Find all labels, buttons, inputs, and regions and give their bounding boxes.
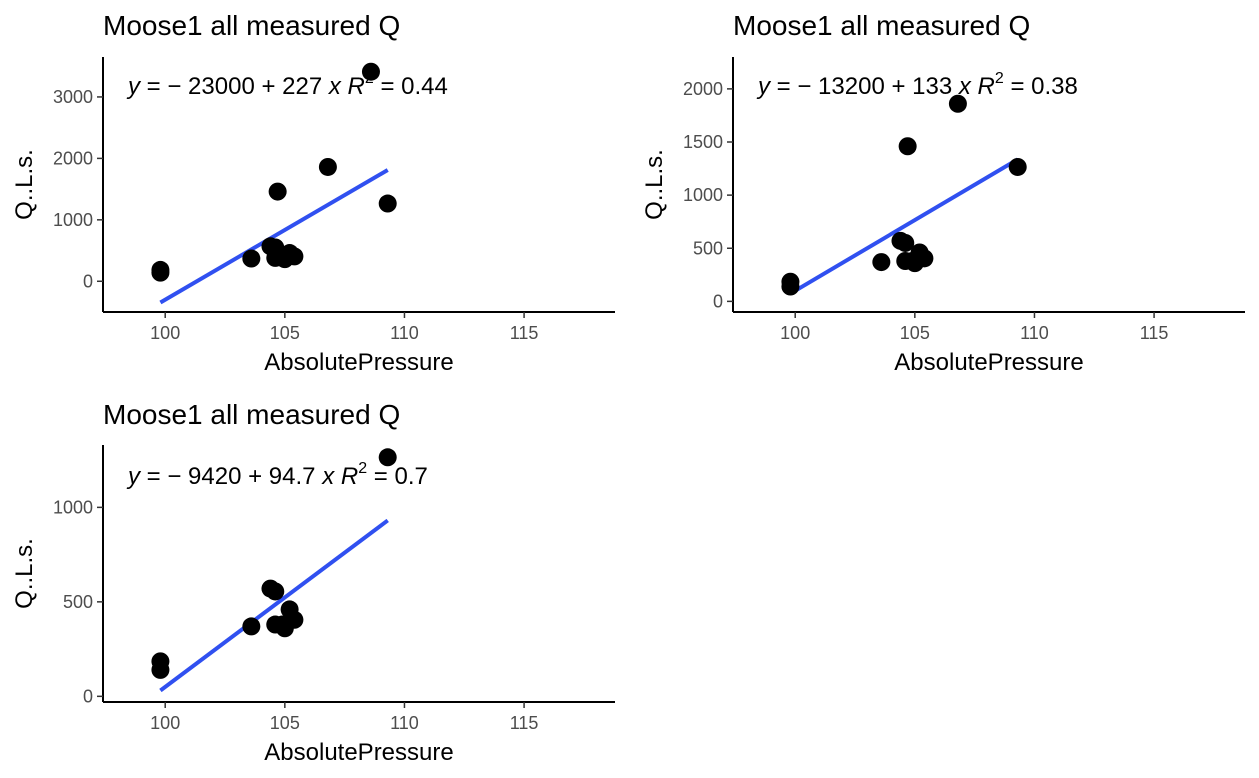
data-point [151, 260, 170, 279]
data-point [915, 249, 934, 268]
y-tick-label: 2000 [683, 79, 723, 99]
eq-slope: 133 [912, 73, 952, 100]
eq-intercept: 13200 [818, 73, 885, 100]
eq-r-exponent: 2 [365, 70, 374, 87]
x-tick-label: 105 [900, 323, 930, 343]
x-tick-label: 100 [150, 323, 180, 343]
data-point [898, 137, 917, 156]
regression-equation: y = − 13200 + 133 x R2 = 0.38 [756, 70, 1078, 100]
y-tick-label: 1000 [53, 497, 93, 517]
eq-y-var: y [756, 73, 772, 100]
eq-space [322, 73, 329, 100]
x-tick-label: 105 [270, 713, 300, 733]
x-tick-label: 110 [390, 323, 419, 343]
eq-r-value: 0.44 [401, 73, 448, 100]
data-point [361, 62, 380, 81]
regression-line [789, 157, 1019, 296]
x-axis-title: AbsolutePressure [894, 349, 1083, 376]
eq-r-var: R [348, 73, 365, 100]
regression-line [159, 518, 389, 693]
eq-r-var: R [341, 463, 358, 490]
y-tick-label: 500 [693, 238, 723, 258]
x-axis-title: AbsolutePressure [264, 349, 453, 376]
data-point [1008, 157, 1027, 176]
eq-space [316, 463, 323, 490]
data-point [266, 582, 285, 601]
data-point [242, 617, 261, 636]
eq-r-value: 0.7 [394, 463, 427, 490]
data-point [151, 652, 170, 671]
data-point [268, 182, 287, 201]
data-point [242, 249, 261, 268]
data-point [378, 194, 397, 213]
data-point [318, 157, 337, 176]
y-tick-label: 1000 [53, 210, 93, 230]
eq-operator: = [1004, 73, 1031, 100]
y-tick-label: 3000 [53, 87, 93, 107]
eq-space [952, 73, 959, 100]
data-point [872, 253, 891, 272]
data-point [896, 233, 915, 252]
eq-operator: + [885, 73, 912, 100]
x-tick-label: 110 [1020, 323, 1049, 343]
x-tick-label: 115 [510, 713, 539, 733]
data-point [378, 448, 397, 467]
panel-title: Moose1 all measured Q [103, 10, 400, 41]
y-axis-title: Q..L.s. [641, 149, 668, 220]
x-tick-label: 100 [780, 323, 810, 343]
panel-title: Moose1 all measured Q [103, 399, 400, 430]
eq-gap [971, 73, 978, 100]
eq-r-exponent: 2 [358, 460, 367, 477]
y-tick-label: 1000 [683, 185, 723, 205]
eq-operator: = [374, 73, 401, 100]
data-point [948, 94, 967, 113]
eq-slope: 94.7 [269, 463, 316, 490]
eq-intercept: 23000 [188, 73, 255, 100]
y-axis-title: Q..L.s. [11, 149, 38, 220]
y-tick-label: 500 [63, 592, 93, 612]
eq-operator: = [367, 463, 394, 490]
eq-gap [341, 73, 348, 100]
y-tick-label: 2000 [53, 148, 93, 168]
eq-y-var: y [126, 73, 142, 100]
x-tick-label: 115 [510, 323, 539, 343]
eq-r-var: R [978, 73, 995, 100]
eq-operator: = − [770, 73, 818, 100]
eq-x-var: x [958, 73, 972, 100]
regression-equation: y = − 9420 + 94.7 x R2 = 0.7 [126, 460, 428, 490]
y-tick-label: 0 [713, 291, 723, 311]
eq-r-value: 0.38 [1031, 73, 1078, 100]
regression-equation: y = − 23000 + 227 x R2 = 0.44 [126, 70, 448, 100]
y-tick-label: 1500 [683, 132, 723, 152]
eq-x-var: x [321, 463, 335, 490]
eq-gap [334, 463, 341, 490]
eq-operator: + [241, 463, 268, 490]
x-tick-label: 110 [390, 713, 419, 733]
eq-y-var: y [126, 463, 142, 490]
regression-line [159, 168, 389, 305]
y-axis-title: Q..L.s. [11, 538, 38, 609]
data-point [781, 272, 800, 291]
data-point [285, 247, 304, 266]
y-tick-label: 0 [83, 686, 93, 706]
scatter-panel-3: Moose1 all measured Q 100 105 110 115 0 500 100… [11, 399, 615, 766]
eq-r-exponent: 2 [995, 70, 1004, 87]
x-axis-title: AbsolutePressure [264, 739, 453, 766]
panel-title: Moose1 all measured Q [733, 10, 1030, 41]
eq-operator: + [255, 73, 282, 100]
eq-intercept: 9420 [188, 463, 241, 490]
y-tick-label: 0 [83, 271, 93, 291]
eq-operator: = − [140, 463, 188, 490]
eq-operator: = − [140, 73, 188, 100]
x-tick-label: 100 [150, 713, 180, 733]
eq-slope: 227 [282, 73, 322, 100]
x-tick-label: 105 [270, 323, 300, 343]
data-point [285, 610, 304, 629]
x-tick-label: 115 [1140, 323, 1169, 343]
scatter-panel-2: Moose1 all measured Q 100 105 110 115 0 500 100… [641, 10, 1245, 376]
eq-x-var: x [328, 73, 342, 100]
